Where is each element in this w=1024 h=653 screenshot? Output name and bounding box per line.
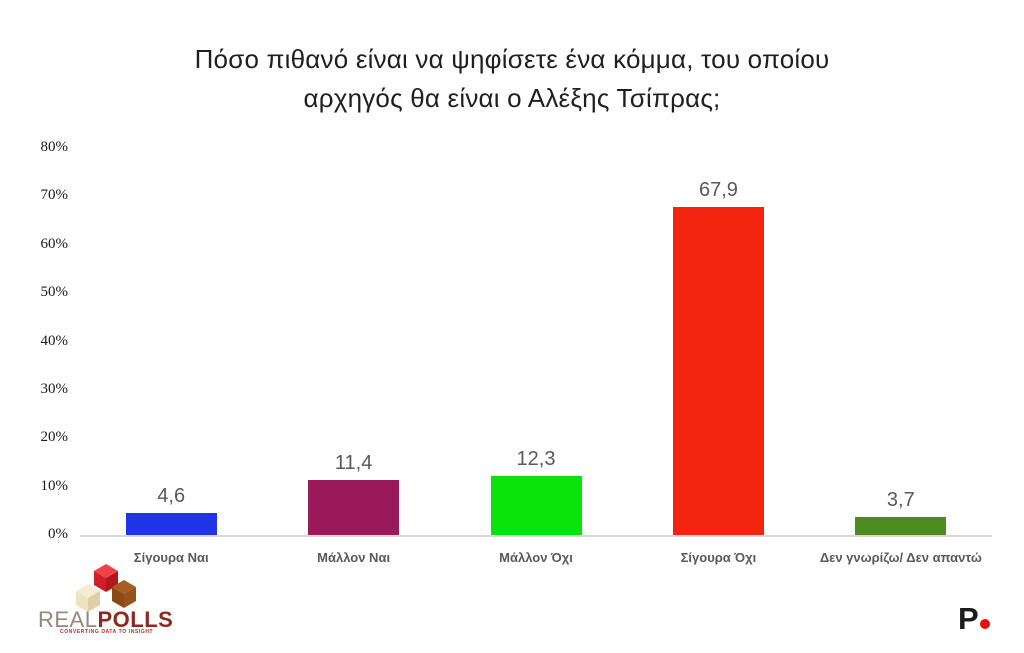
y-axis: 0% 10% 20% 30% 40% 50% 60% 70% 80% (0, 139, 70, 542)
y-tick-label: 40% (40, 332, 69, 349)
realpolls-tagline: CONVERTING DATA TO INSIGHT (60, 629, 154, 635)
y-tick-label: 50% (40, 284, 69, 301)
bar-value-label: 3,7 (886, 489, 915, 512)
chart-title: Πόσο πιθανό είναι να ψηφίσετε ένα κόμμα,… (0, 40, 1024, 118)
bar-value-label: 12,3 (516, 447, 556, 470)
bar-value-label: 11,4 (334, 451, 373, 474)
category-label: Σίγουρα Όχι (680, 550, 757, 565)
y-tick-label: 10% (40, 477, 69, 494)
y-tick-label: 20% (40, 429, 69, 446)
bar-5 (855, 517, 947, 535)
chart-title-line1: Πόσο πιθανό είναι να ψηφίσετε ένα κόμμα,… (194, 44, 830, 74)
y-tick-label: 60% (40, 235, 69, 252)
realpolls-wordmark: REALPOLLS (38, 607, 173, 633)
realpolls-word-real: REAL (38, 607, 98, 632)
y-tick-label: 0% (48, 526, 68, 542)
category-label: Δεν γνωρίζω/ Δεν απαντώ (819, 550, 982, 565)
bar-value-label: 67,9 (698, 178, 738, 201)
y-tick-label: 80% (40, 139, 69, 155)
category-label: Σίγουρα Ναι (133, 550, 209, 565)
parapolitika-red-dot-icon (979, 619, 990, 629)
plot-area: 4,6 Σίγουρα Ναι 11,4 Μάλλον Ναι 12,3 Μάλλον Ό… (80, 148, 992, 565)
parapolitika-letter: P (958, 601, 979, 636)
bar-slot-5: 3,7 Δεν γνωρίζω/ Δεν απαντώ (810, 148, 992, 565)
bar-slot-2: 11,4 Μάλλον Ναι (262, 148, 444, 565)
bar-slot-1: 4,6 Σίγουρα Ναι (80, 148, 262, 565)
bar-2 (308, 479, 400, 535)
realpolls-cubes-icon (76, 564, 136, 612)
y-tick-label: 70% (40, 187, 69, 204)
bar-3 (490, 475, 582, 535)
chart-title-line2: αρχηγός θα είναι ο Αλέξης Τσίπρας; (303, 83, 721, 113)
category-label: Μάλλον Ναι (317, 550, 391, 565)
bar-value-label: 4,6 (157, 484, 186, 507)
bar-slot-3: 12,3 Μάλλον Όχι (445, 148, 627, 565)
bar-slot-4: 67,9 Σίγουρα Όχι (627, 148, 809, 565)
realpolls-word-polls: POLLS (97, 607, 174, 632)
category-label: Μάλλον Όχι (499, 550, 573, 565)
bar-1 (125, 512, 217, 535)
y-tick-label: 30% (40, 380, 69, 397)
parapolitika-logo: P (958, 601, 990, 637)
bar-4 (672, 206, 764, 535)
